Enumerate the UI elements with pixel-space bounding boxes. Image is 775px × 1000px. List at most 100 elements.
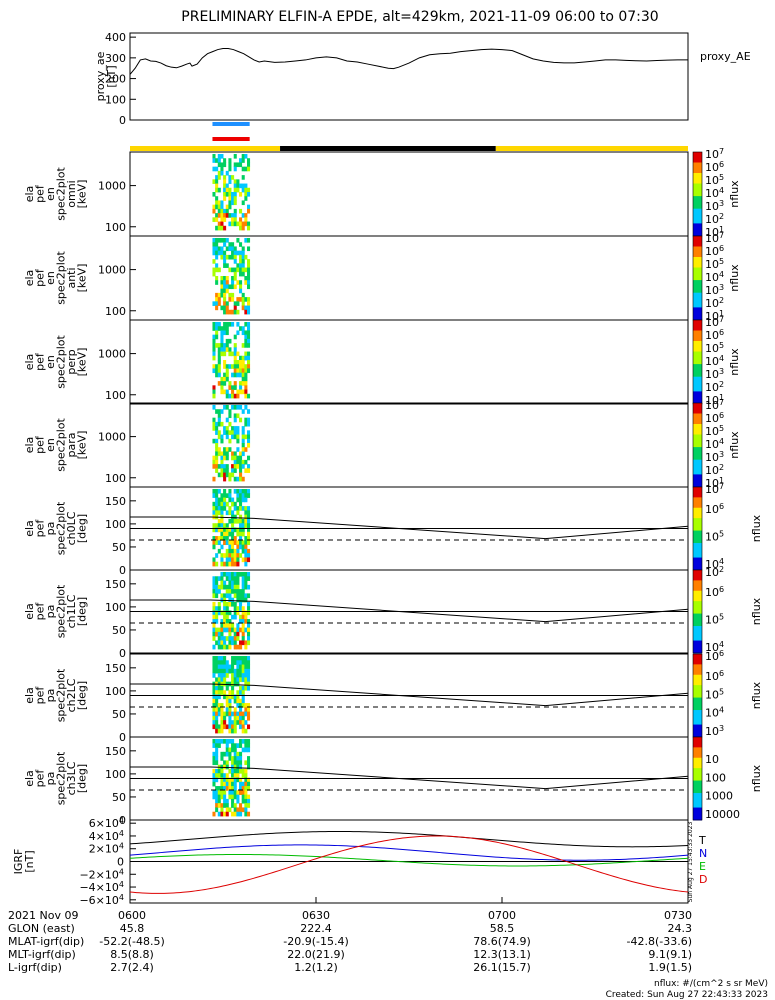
energy-panel-2-cell (244, 338, 248, 344)
pa-panel-2-cell (241, 703, 245, 708)
pa-panel-3-cell (215, 743, 219, 748)
energy-colorbar-segment (693, 421, 702, 425)
pa-panel-2-cell (217, 677, 221, 683)
pa-panel-1-cell (231, 627, 235, 633)
pa-ytick-label: 50 (112, 708, 126, 721)
pa-colorbar-tick-exp: 6 (719, 585, 724, 594)
pa-colorbar-segment (693, 685, 702, 688)
energy-panel-1-cell (220, 254, 224, 260)
pa-panel-2-cell (212, 685, 216, 691)
energy-colorbar-segment (693, 168, 702, 172)
igrf-ytick-label-exp: 4 (119, 829, 124, 838)
pa-panel-0-cell (239, 540, 243, 546)
energy-panel-2-cell (236, 389, 240, 395)
pa-panel-1-cell (239, 644, 243, 650)
pa-panel-3-cell (231, 743, 235, 748)
pa-panel-1-cell (233, 610, 237, 616)
pa-panel-0-cell (215, 506, 219, 511)
energy-panel-3-cell (236, 447, 240, 452)
pa-panel-1-cell (231, 640, 235, 646)
energy-colorbar-segment (693, 278, 702, 281)
pa-colorbar-tick-exp: 5 (719, 687, 724, 696)
pa-panel-2-cell (220, 707, 224, 713)
pa-colorbar-tick-base: 10 (705, 503, 719, 516)
energy-panel-3-cell (228, 472, 232, 478)
energy-panel-3-cell (212, 421, 216, 427)
energy-panel-0-cell (244, 183, 248, 189)
energy-colorbar-segment (693, 374, 702, 378)
energy-panel-2-cell (215, 334, 219, 340)
energy-panel-1-cell (223, 259, 227, 264)
pa-colorbar-segment (693, 797, 702, 800)
energy-panel-0-cell (215, 204, 219, 210)
pa-panel-0-cell (239, 553, 243, 558)
pa-colorbar-top-tick: 102 (705, 565, 724, 579)
energy-panel-ylabel-line: ela (23, 186, 36, 203)
energy-panel-0-cell (247, 158, 251, 163)
energy-panel-0-cell (241, 200, 245, 206)
pa-colorbar-tick-base: 1000 (705, 790, 733, 803)
pa-panel-1-cell (241, 606, 245, 611)
energy-colorbar-tick-exp: 1 (719, 309, 724, 318)
energy-panel-0-cell (217, 158, 221, 163)
pa-panel-0-cell (247, 518, 251, 524)
pa-panel-3-cell (236, 743, 240, 748)
energy-panel-2-cell (223, 347, 227, 352)
energy-colorbar-segment (693, 210, 702, 214)
energy-panel-2-cell (231, 393, 235, 399)
pa-panel-0-cell (244, 548, 248, 554)
energy-panel-ylabel-line: en (44, 355, 57, 369)
energy-panel-2-cell (215, 364, 219, 369)
pa-panel-2-cell (241, 698, 245, 704)
energy-panel-2-cell (247, 338, 251, 344)
pa-panel-0-cell (233, 557, 237, 563)
energy-panel-2-cell (225, 372, 229, 378)
pa-panel-2-cell (215, 685, 219, 691)
energy-panel-2-cell (220, 338, 224, 344)
pa-panel-0-cell (247, 514, 251, 520)
pa-panel-1-cell (239, 640, 243, 646)
pa-colorbar-segment (693, 540, 702, 544)
energy-panel-3-cell (244, 417, 248, 423)
energy-panel-3-cell (225, 426, 229, 431)
pa-panel-2-cell (233, 724, 237, 730)
energy-colorbar-tick: 105 (705, 424, 724, 438)
pa-panel-2-cell (247, 673, 251, 678)
pa-panel-2-cell (241, 711, 245, 717)
pa-panel-ylabel: elapefpaspec2plotch3LC[deg] (23, 751, 89, 805)
pa-panel-0-cell (225, 527, 229, 533)
pa-panel-3-cell (212, 743, 216, 748)
pa-panel-2-cell (212, 668, 216, 674)
pa-panel-2-cell (244, 685, 248, 691)
pa-panel-2-cell (236, 656, 240, 661)
energy-panel-3-cell (241, 451, 245, 457)
ephemeris-value: 24.3 (668, 922, 693, 935)
energy-colorbar-tick: 102 (705, 212, 724, 226)
pa-panel-3-cell (239, 743, 243, 748)
energy-panel-3-cell (220, 459, 224, 465)
energy-colorbar-segment (693, 194, 702, 197)
pa-panel-3-cell (231, 773, 235, 778)
energy-colorbar-segment (693, 399, 702, 403)
pa-colorbar-segment (693, 601, 702, 604)
pa-panel-3-cell (247, 739, 251, 744)
pa-panel-3-cell (228, 781, 232, 787)
energy-panel-2-cell (223, 343, 227, 348)
pa-colorbar-segment (693, 497, 702, 500)
energy-panel-0-cell (217, 187, 221, 193)
pa-panel-0-cell (244, 506, 248, 511)
pa-panel-2-cell (220, 656, 224, 661)
energy-panel-0-cell (241, 187, 245, 193)
pa-panel-0-cell (233, 514, 237, 520)
energy-colorbar-tick-base: 10 (705, 174, 719, 187)
energy-colorbar-tick: 107 (705, 231, 724, 245)
pa-panel-1-cell (231, 597, 235, 603)
pa-colorbar-tick: 106 (705, 669, 724, 683)
pa-colorbar-segment (693, 683, 702, 686)
pa-panel-0-cell (220, 536, 224, 541)
proxy-ae-ytick-label: 300 (105, 52, 126, 65)
energy-panel-3-cell (241, 476, 245, 482)
pa-panel-0-cell (244, 544, 248, 550)
pa-panel-2-cell (223, 660, 227, 665)
pa-colorbar-segment (693, 660, 702, 663)
